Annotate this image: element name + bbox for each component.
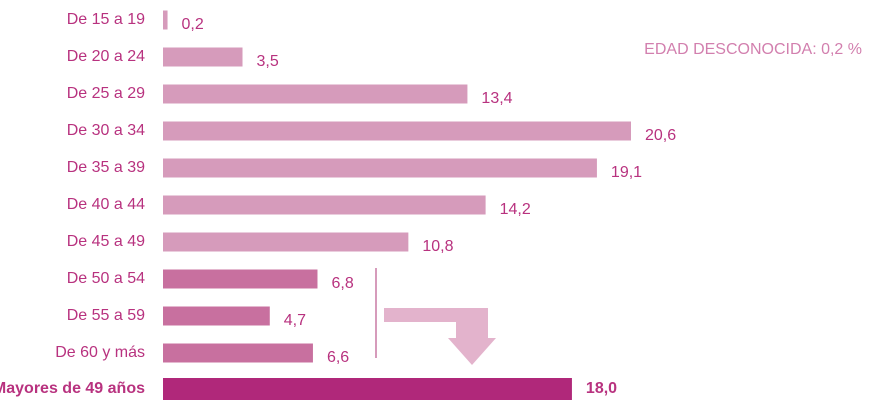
category-label: De 60 y más xyxy=(55,344,145,361)
value-label: 0,2 xyxy=(182,16,204,33)
category-label: De 15 a 19 xyxy=(67,11,145,28)
value-label: 18,0 xyxy=(586,380,617,397)
category-label: De 20 a 24 xyxy=(67,48,145,65)
value-label: 20,6 xyxy=(645,127,676,144)
category-label: De 30 a 34 xyxy=(67,122,145,139)
bar xyxy=(163,232,409,252)
category-label: De 50 a 54 xyxy=(67,270,145,287)
category-label: De 40 a 44 xyxy=(67,196,145,213)
bar xyxy=(163,269,318,289)
value-label: 10,8 xyxy=(422,238,453,255)
bar xyxy=(163,84,468,104)
category-label: De 35 a 39 xyxy=(67,159,145,176)
value-label: 6,6 xyxy=(327,349,349,366)
bar xyxy=(163,306,270,326)
bar xyxy=(163,195,486,215)
value-label: 4,7 xyxy=(284,312,306,329)
bar xyxy=(163,158,597,178)
value-label: 19,1 xyxy=(611,164,642,181)
bar xyxy=(163,121,631,141)
category-label: De 55 a 59 xyxy=(67,307,145,324)
value-label: 6,8 xyxy=(331,275,353,292)
category-label: Mayores de 49 años xyxy=(0,380,145,397)
bar xyxy=(163,343,313,363)
bar xyxy=(163,378,572,400)
value-label: 14,2 xyxy=(500,201,531,218)
annotation: EDAD DESCONOCIDA: 0,2 % xyxy=(644,41,862,58)
value-label: 3,5 xyxy=(257,53,279,70)
value-label: 13,4 xyxy=(481,90,512,107)
bar xyxy=(163,47,243,67)
category-label: De 45 a 49 xyxy=(67,233,145,250)
arrow xyxy=(384,308,496,365)
category-label: De 25 a 29 xyxy=(67,85,145,102)
bar xyxy=(163,10,168,30)
